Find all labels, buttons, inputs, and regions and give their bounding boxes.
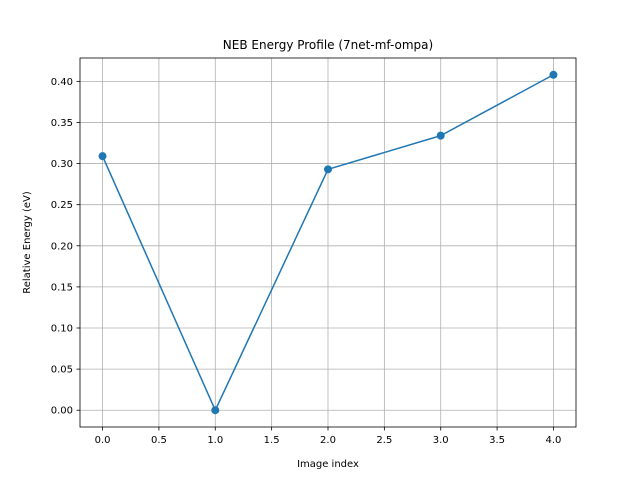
y-tick-label: 0.20 [51, 241, 73, 252]
x-tick-label: 2.5 [376, 435, 392, 446]
x-tick-label: 3.5 [489, 435, 505, 446]
data-point [324, 165, 332, 174]
series-layer [98, 70, 558, 415]
y-tick-label: 0.15 [51, 282, 73, 293]
data-point [98, 152, 107, 161]
x-tick-label: 0.5 [151, 435, 167, 446]
tick-layer: 0.0 0.5 1.0 1.5 2.0 2.5 3.0 3.5 4.0 0.00 0.05 0.10 0… [51, 77, 562, 446]
x-tick-label: 1.5 [264, 435, 280, 446]
y-tick-label: 0.40 [51, 77, 73, 88]
x-tick-label: 0.0 [95, 435, 111, 446]
x-tick-label: 1.0 [207, 435, 223, 446]
x-tick-label: 3.0 [433, 435, 449, 446]
data-point [436, 131, 445, 140]
y-tick-label: 0.10 [51, 324, 73, 335]
y-tick-label: 0.00 [51, 406, 73, 417]
chart-title: NEB Energy Profile (7net-mf-ompa) [223, 38, 433, 52]
y-tick-label: 0.25 [51, 200, 73, 211]
y-axis-label: Relative Energy (eV) [22, 191, 33, 294]
x-axis-label: Image index [297, 459, 359, 470]
y-tick-label: 0.30 [51, 159, 73, 170]
data-point [549, 70, 558, 79]
x-tick-label: 4.0 [546, 435, 562, 446]
data-point [211, 406, 220, 415]
grid-lines [80, 58, 576, 427]
y-tick-label: 0.05 [51, 365, 73, 376]
x-tick-label: 2.0 [320, 435, 336, 446]
y-tick-label: 0.35 [51, 118, 73, 129]
